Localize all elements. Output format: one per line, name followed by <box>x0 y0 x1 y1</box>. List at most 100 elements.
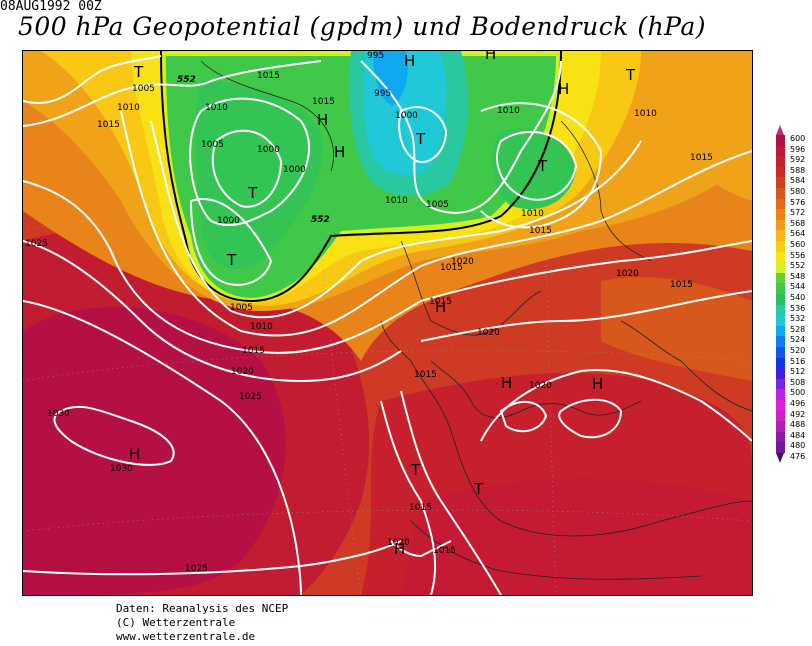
legend-entry: 508 <box>776 378 812 390</box>
legend-entry: 532 <box>776 314 812 326</box>
legend-swatch <box>776 219 785 231</box>
legend-swatch <box>776 410 785 422</box>
legend-value: 560 <box>790 240 806 249</box>
legend-cap-top <box>776 125 784 135</box>
legend-entry: 484 <box>776 431 812 443</box>
isobar-label: 1010 <box>385 196 408 206</box>
isobar-label: 1005 <box>426 200 449 210</box>
legend-entry: 580 <box>776 187 812 199</box>
legend-swatch <box>776 283 785 294</box>
height-label-552-center: 552 <box>311 215 330 225</box>
isobar-label: 1025 <box>25 239 48 249</box>
height-label-552-north: 552 <box>177 75 196 85</box>
isobar-label: 1000 <box>217 216 240 226</box>
legend-value: 536 <box>790 303 806 313</box>
legend-value: 596 <box>790 144 806 154</box>
legend-swatch <box>776 209 785 220</box>
legend-value: 576 <box>790 197 806 207</box>
high-marker: H <box>501 374 512 392</box>
graticule <box>23 51 752 595</box>
isobar-label: 1015 <box>670 280 693 290</box>
legend-swatch <box>776 389 785 400</box>
high-marker: H <box>558 80 569 98</box>
legend-entry: 520 <box>776 346 812 358</box>
field-584-africa <box>401 478 752 595</box>
legend-entry: 544 <box>776 282 812 294</box>
isobar-label: 1020 <box>231 367 254 377</box>
legend-swatch <box>776 325 785 337</box>
high-marker: H <box>394 540 405 558</box>
color-scale-legend: 600 596 592 588 584 580 576 572 568 564 560 556 552 5… <box>776 125 812 525</box>
legend-swatch <box>776 198 785 210</box>
legend-swatch <box>776 368 785 379</box>
legend-value: 588 <box>790 165 806 175</box>
isobar-label: 1000 <box>257 145 280 155</box>
legend-entry: 512 <box>776 367 812 379</box>
legend-swatch <box>776 135 785 146</box>
high-marker: H <box>404 52 415 70</box>
legend-value: 488 <box>790 420 806 430</box>
legend-value: 528 <box>790 324 806 334</box>
legend-swatch <box>776 166 785 178</box>
legend-value: 520 <box>790 346 806 355</box>
legend-entry: 528 <box>776 324 812 337</box>
legend-entry: 536 <box>776 303 812 316</box>
high-marker: H <box>317 111 328 129</box>
isobar-label: 1015 <box>97 120 120 130</box>
low-marker: T <box>625 66 636 84</box>
weather-map: 552 552 995 995 1015 1005 1010 1015 1010… <box>22 50 753 596</box>
legend-value: 568 <box>790 218 806 228</box>
isobar-label: 1025 <box>185 564 208 574</box>
pressure-systems: T T T T T T T T H H H H H H H H H H <box>129 51 636 558</box>
legend-swatch <box>776 294 785 305</box>
isobar-label: 1020 <box>451 257 474 267</box>
field-528 <box>373 51 408 106</box>
credit-website: www.wetterzentrale.de <box>116 630 256 643</box>
legend-value: 544 <box>790 282 806 292</box>
isobar-label: 1005 <box>201 140 224 150</box>
high-marker: H <box>334 143 345 161</box>
high-marker: H <box>485 51 496 63</box>
legend-swatch <box>776 177 785 188</box>
low-marker: T <box>133 63 144 81</box>
legend-cap-bottom <box>776 453 784 463</box>
legend-entry: 516 <box>776 357 812 369</box>
legend-entry: 476 <box>776 452 812 464</box>
low-marker: T <box>537 157 548 175</box>
low-marker: T <box>415 130 426 148</box>
isobar-label: 1010 <box>634 109 657 119</box>
legend-entry: 488 <box>776 420 812 432</box>
legend-value: 580 <box>790 187 806 196</box>
high-marker: H <box>592 375 603 393</box>
field-544 <box>195 81 323 269</box>
isobar-label: 1015 <box>440 263 463 273</box>
legend-entry: 560 <box>776 240 812 252</box>
legend-value: 480 <box>790 441 806 451</box>
low-marker: T <box>247 184 258 202</box>
legend-value: 540 <box>790 293 806 302</box>
legend-entry: 596 <box>776 144 812 157</box>
legend-entry: 584 <box>776 176 812 188</box>
legend-swatch <box>776 442 785 453</box>
legend-swatch <box>776 336 785 347</box>
isobar-label: 1020 <box>387 538 410 548</box>
legend-value: 500 <box>790 388 806 398</box>
isobar-label: 1015 <box>433 546 456 556</box>
legend-swatch <box>776 378 785 390</box>
legend-value: 532 <box>790 314 806 324</box>
isobar-label: 1010 <box>117 103 140 113</box>
legend-entry: 524 <box>776 335 812 347</box>
legend-swatch <box>776 400 785 411</box>
isobar-label: 1010 <box>250 322 273 332</box>
legend-value: 548 <box>790 271 806 281</box>
map-title: 500 hPa Geopotential (gpdm) und Bodendru… <box>18 12 707 41</box>
legend-swatch <box>776 230 785 241</box>
legend-value: 592 <box>790 155 806 165</box>
legend-swatch <box>776 156 785 167</box>
isobar-label: 1030 <box>110 464 133 474</box>
legend-swatch <box>776 315 785 326</box>
legend-entry: 600 <box>776 134 812 146</box>
legend-value: 512 <box>790 367 806 377</box>
isobar-label: 995 <box>367 51 384 61</box>
field-592-atlantic <box>23 307 286 595</box>
